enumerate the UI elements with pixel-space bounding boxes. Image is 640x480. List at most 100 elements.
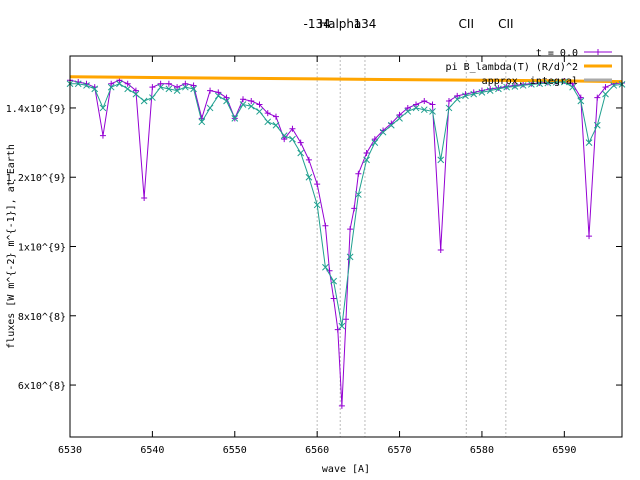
data-point bbox=[165, 85, 173, 93]
data-point bbox=[149, 84, 156, 91]
data-point bbox=[355, 170, 362, 177]
data-point bbox=[330, 277, 337, 285]
data-point bbox=[371, 139, 379, 146]
y-tick-label: 1x10^{9} bbox=[18, 243, 66, 254]
data-point bbox=[594, 94, 601, 101]
x-tick-label: 6590 bbox=[552, 445, 576, 456]
data-point bbox=[511, 83, 519, 90]
data-point bbox=[478, 89, 486, 96]
data-point bbox=[165, 80, 172, 87]
data-point bbox=[454, 92, 461, 99]
data-point bbox=[157, 83, 164, 91]
data-point bbox=[322, 263, 329, 271]
data-point bbox=[503, 83, 511, 91]
data-point bbox=[314, 181, 321, 188]
data-point bbox=[132, 90, 140, 98]
data-point bbox=[577, 97, 585, 105]
legend-marker bbox=[595, 49, 601, 55]
x-tick-label: 6550 bbox=[223, 445, 247, 456]
axes-layer: 6530 6540 6550 6560 6570 6580 6590 6x10^{8} 8x10… bbox=[6, 55, 623, 456]
data-point bbox=[610, 82, 618, 89]
data-point bbox=[363, 149, 370, 156]
series-line bbox=[70, 81, 623, 327]
data-point bbox=[495, 84, 502, 91]
data-point bbox=[338, 322, 346, 330]
data-point bbox=[173, 87, 181, 94]
spectral-line-label: CII bbox=[459, 17, 474, 31]
data-point bbox=[330, 295, 337, 302]
data-point bbox=[99, 132, 106, 139]
data-point bbox=[313, 201, 321, 209]
data-point bbox=[602, 84, 609, 91]
data-point bbox=[437, 156, 445, 164]
data-point bbox=[248, 98, 255, 105]
data-point bbox=[141, 195, 148, 202]
plot-frame bbox=[69, 55, 623, 438]
x-tick-label: 6580 bbox=[470, 445, 494, 456]
data-point bbox=[355, 191, 362, 198]
data-point bbox=[182, 80, 189, 87]
data-point bbox=[174, 84, 181, 91]
data-point bbox=[124, 80, 131, 87]
data-point bbox=[223, 94, 230, 101]
data-point bbox=[264, 118, 272, 126]
data-point bbox=[421, 98, 428, 105]
series-line bbox=[69, 79, 623, 406]
data-point bbox=[239, 101, 247, 108]
data-point bbox=[396, 111, 403, 118]
data-point bbox=[132, 87, 139, 94]
data-point bbox=[560, 78, 568, 86]
data-point bbox=[412, 104, 420, 112]
x-tick-label: 6530 bbox=[58, 445, 82, 456]
y-axis-label: fluxes [W m^{-2} m^{-1}], at Earth bbox=[6, 144, 17, 349]
data-point bbox=[272, 113, 279, 120]
data-point bbox=[190, 82, 197, 89]
data-point bbox=[91, 85, 99, 93]
data-point bbox=[544, 79, 552, 87]
data-point bbox=[453, 95, 461, 103]
y-tick-label: 1.2x10^{9} bbox=[6, 173, 66, 184]
data-point bbox=[429, 108, 436, 115]
x-tick-label: 6560 bbox=[305, 445, 329, 456]
spectral-line-label: -134 bbox=[304, 17, 331, 31]
data-point bbox=[552, 78, 560, 86]
data-point bbox=[396, 114, 403, 122]
data-point bbox=[297, 149, 305, 157]
data-point bbox=[264, 110, 271, 117]
data-point bbox=[214, 92, 222, 100]
x-axis-label: wave [A] bbox=[322, 464, 370, 475]
data-point bbox=[404, 104, 411, 111]
data-point bbox=[520, 81, 527, 88]
data-point bbox=[190, 85, 197, 93]
data-point bbox=[437, 246, 444, 253]
data-point bbox=[519, 82, 527, 89]
data-point bbox=[256, 101, 263, 108]
spectral-line-label: 134 bbox=[353, 17, 376, 31]
data-point bbox=[247, 102, 255, 110]
data-point bbox=[343, 316, 349, 323]
data-point bbox=[346, 253, 354, 261]
data-point bbox=[181, 83, 189, 91]
data-point bbox=[240, 96, 247, 103]
data-point bbox=[495, 85, 502, 93]
data-point bbox=[445, 104, 453, 112]
legend-entry-label: approx. integral bbox=[482, 76, 578, 87]
data-point bbox=[207, 87, 214, 94]
x-tick-label: 6540 bbox=[140, 445, 164, 456]
data-point bbox=[83, 82, 90, 89]
data-point bbox=[107, 83, 115, 91]
series-layer bbox=[66, 75, 626, 409]
data-point bbox=[470, 90, 478, 98]
data-point bbox=[429, 101, 436, 108]
data-point bbox=[116, 80, 123, 88]
data-point bbox=[462, 92, 469, 100]
data-point bbox=[280, 132, 288, 140]
y-tick-label: 6x10^{8} bbox=[18, 381, 66, 392]
spectral-line-label: CII bbox=[498, 17, 513, 31]
data-point bbox=[140, 97, 148, 105]
data-point bbox=[223, 97, 230, 105]
data-point bbox=[74, 80, 82, 88]
y-tick-label: 8x10^{8} bbox=[18, 312, 66, 323]
data-point bbox=[371, 136, 378, 143]
